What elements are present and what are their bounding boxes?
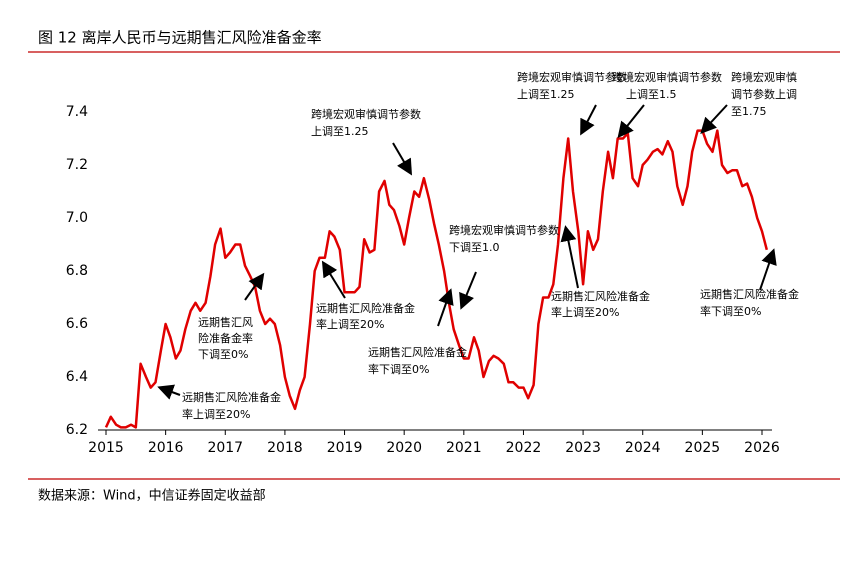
x-tick-label: 2016 xyxy=(148,440,184,456)
annotation: 至1.75 xyxy=(731,105,767,118)
x-tick-label: 2023 xyxy=(565,440,601,456)
annotation: 跨境宏观审慎 xyxy=(731,70,797,84)
x-tick-label: 2017 xyxy=(207,440,243,456)
x-tick-label: 2025 xyxy=(685,440,721,456)
annotation: 率上调至20% xyxy=(182,407,250,421)
annotation-arrow xyxy=(700,104,728,134)
annotation: 跨境宏观审慎调节参数 xyxy=(517,70,627,84)
annotation: 调节参数上调 xyxy=(731,87,797,101)
x-tick-label: 2022 xyxy=(506,440,542,456)
annotation: 远期售汇风险准备金 xyxy=(700,287,799,301)
annotation: 远期售汇风险准备金 xyxy=(551,289,650,303)
y-tick-label: 7.4 xyxy=(66,104,88,120)
annotation-arrow xyxy=(759,248,777,291)
annotation: 率下调至0% xyxy=(700,304,761,318)
y-tick-label: 7.0 xyxy=(66,210,88,226)
annotation: 上调至1.25 xyxy=(517,88,575,101)
annotation-arrow xyxy=(580,104,597,136)
annotation-arrow xyxy=(459,271,477,310)
annotation-arrow xyxy=(560,225,579,289)
annotation: 率下调至0% xyxy=(368,362,429,376)
y-tick-label: 7.2 xyxy=(66,157,88,173)
y-tick-label: 6.2 xyxy=(66,422,88,438)
annotation: 率上调至20% xyxy=(316,317,384,331)
y-tick-label: 6.8 xyxy=(66,263,88,279)
x-tick-label: 2026 xyxy=(744,440,780,456)
annotation: 下调至1.0 xyxy=(449,241,500,254)
annotation: 跨境宏观审慎调节参数 xyxy=(311,107,421,121)
annotation-arrow xyxy=(437,288,454,327)
annotation: 下调至0% xyxy=(198,348,248,361)
x-tick-label: 2024 xyxy=(625,440,661,456)
x-tick-label: 2020 xyxy=(386,440,422,456)
annotation: 远期售汇风险准备金 xyxy=(316,301,415,315)
x-tick-label: 2018 xyxy=(267,440,303,456)
annotation-arrow xyxy=(392,142,413,176)
annotation: 远期售汇风 xyxy=(198,315,253,329)
x-tick-label: 2015 xyxy=(88,440,124,456)
y-tick-label: 6.6 xyxy=(66,316,88,332)
annotation: 远期售汇风险准备金 xyxy=(368,345,467,359)
source: 数据来源：Wind，中信证券固定收益部 xyxy=(38,488,266,504)
annotation-arrow xyxy=(244,272,265,301)
annotation-arrow xyxy=(617,104,645,139)
annotation: 险准备金率 xyxy=(198,331,253,345)
annotation-arrow xyxy=(321,260,346,299)
y-tick-label: 6.4 xyxy=(66,369,88,385)
annotation: 上调至1.5 xyxy=(626,88,677,101)
annotation: 远期售汇风险准备金 xyxy=(182,390,281,404)
annotation: 率上调至20% xyxy=(551,305,619,319)
annotation: 跨境宏观审慎调节参数 xyxy=(449,223,559,237)
line-series xyxy=(104,129,769,429)
x-tick-label: 2019 xyxy=(327,440,363,456)
annotation-arrow xyxy=(157,384,181,400)
annotation: 跨境宏观审慎调节参数 xyxy=(612,70,722,84)
annotation: 上调至1.25 xyxy=(311,125,369,138)
x-tick-label: 2021 xyxy=(446,440,482,456)
chart-title: 图 12 离岸人民币与远期售汇风险准备金率 xyxy=(38,29,322,47)
